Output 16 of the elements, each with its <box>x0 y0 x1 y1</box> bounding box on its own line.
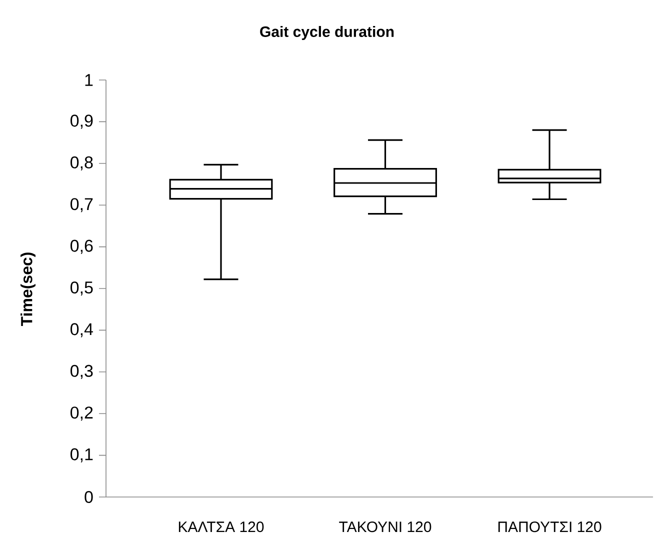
x-tick-label: ΚΑΛΤΣΑ 120 <box>178 522 264 532</box>
y-tick-label: 0,6 <box>70 240 93 254</box>
x-tick-label: ΤΑΚΟΥΝΙ 120 <box>339 522 432 532</box>
y-tick-label: 0,2 <box>70 406 93 421</box>
x-tick-label: ΠΑΠΟΥΤΣΙ 120 <box>498 522 602 532</box>
y-tick-label: 0,7 <box>70 198 93 212</box>
chart-title: Gait cycle duration <box>260 26 394 40</box>
y-axis-title: Time(sec) <box>20 252 36 326</box>
y-tick-label: 0,8 <box>70 156 93 170</box>
y-tick-label: 0 <box>84 490 93 504</box>
y-tick-label: 0,1 <box>70 448 93 462</box>
y-tick-label: 0,3 <box>70 364 93 379</box>
y-tick-label: 0,9 <box>70 114 93 129</box>
y-tick-label: 0,4 <box>70 323 93 338</box>
y-tick-label: 0,5 <box>70 281 93 296</box>
y-tick-label: 1 <box>85 74 93 86</box>
